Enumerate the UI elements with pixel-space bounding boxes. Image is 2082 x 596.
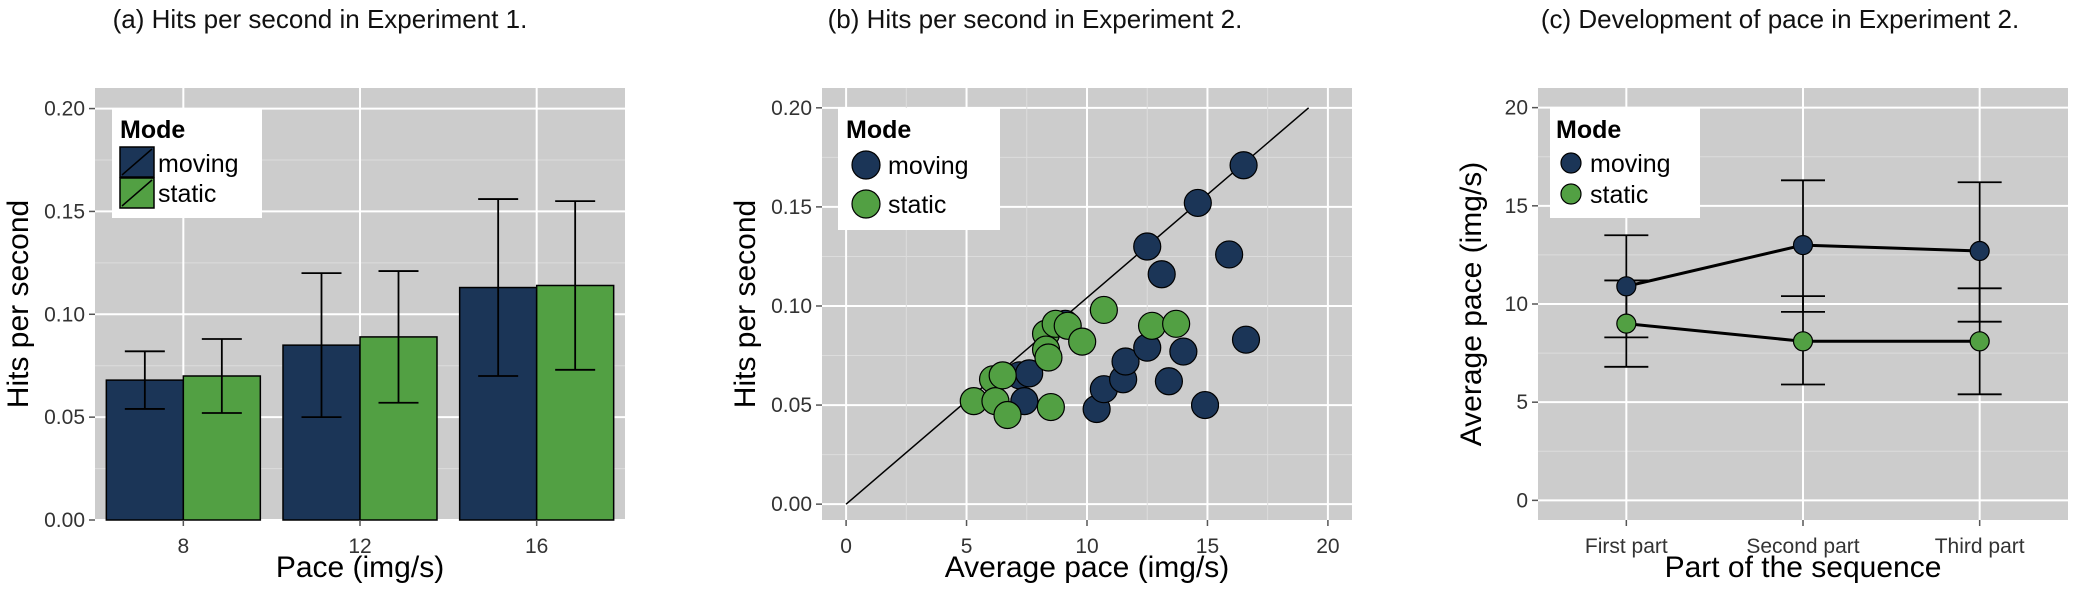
point-static <box>1068 327 1097 356</box>
point-static <box>1162 309 1191 338</box>
point-moving <box>1792 234 1814 256</box>
panel-b-points <box>959 151 1261 430</box>
y-tick-label: 0.20 <box>771 97 812 120</box>
point-static <box>1792 331 1814 352</box>
y-tick-label: 0.15 <box>44 200 85 223</box>
panel-c-legend-key-moving <box>1560 152 1582 174</box>
y-tick-label: 0.05 <box>44 406 85 429</box>
y-tick-label: 0 <box>1516 489 1528 512</box>
panel-b-legend-key-moving <box>851 150 881 180</box>
panel-b-legend: Mode moving static <box>838 108 1000 230</box>
panel-a: (a) Hits per second in Experiment 1. 0.0… <box>2 4 625 584</box>
point-static <box>1969 331 1990 352</box>
y-tick-label: 20 <box>1505 97 1528 120</box>
panel-a-legend: Mode moving static <box>112 108 262 218</box>
x-tick-label: 12 <box>348 535 371 558</box>
point-moving <box>1183 188 1212 218</box>
point-static <box>988 361 1017 390</box>
y-tick-label: 0.05 <box>771 394 812 417</box>
point-static <box>1616 313 1637 334</box>
panel-b-y-axis-label: Hits per second <box>729 200 762 408</box>
x-tick-label: 8 <box>177 535 189 558</box>
panel-b-reference-line <box>845 107 1310 505</box>
point-moving <box>1111 347 1140 376</box>
point-moving <box>1231 325 1261 354</box>
y-tick-label: 5 <box>1516 391 1528 414</box>
panel-c-y-tick-labels: 0 5 10 15 20 <box>1505 97 1538 512</box>
x-tick-label: 15 <box>1196 535 1219 558</box>
panel-a-error-bars <box>124 198 596 419</box>
panel-c-x-axis-label: Part of the sequence <box>1665 551 1942 584</box>
point-moving <box>1616 276 1637 297</box>
panel-c-legend-label-static: static <box>1590 181 1648 209</box>
panel-b-legend-label-static: static <box>888 191 946 219</box>
panel-b-legend-label-moving: moving <box>888 152 969 180</box>
x-tick-label: Second part <box>1746 535 1859 558</box>
panel-c-legend-title: Mode <box>1556 116 1621 144</box>
panel-a-legend-key-moving-slash <box>121 148 153 176</box>
x-tick-label: 16 <box>525 535 548 558</box>
y-tick-label: 15 <box>1505 195 1528 218</box>
point-static <box>1089 295 1118 325</box>
point-static <box>1034 343 1063 372</box>
point-static <box>1036 392 1065 422</box>
point-static <box>1137 311 1167 340</box>
y-tick-label: 10 <box>1505 293 1528 316</box>
panel-a-legend-key-static-slash <box>121 179 153 207</box>
panel-c: (c) Development of pace in Experiment 2.… <box>1455 4 2068 584</box>
panel-a-x-tick-labels: 8 12 16 <box>177 520 548 558</box>
panel-a-y-axis-label: Hits per second <box>2 200 35 408</box>
point-moving <box>1190 390 1220 420</box>
x-tick-label: 5 <box>961 535 973 558</box>
point-moving <box>1147 260 1176 289</box>
y-tick-label: 0.10 <box>44 303 85 326</box>
y-tick-label: 0.10 <box>771 295 812 318</box>
panel-b-x-axis-label: Average pace (img/s) <box>945 551 1230 584</box>
x-tick-label: Third part <box>1935 535 2025 558</box>
y-tick-label: 0.15 <box>771 196 812 219</box>
y-tick-label: 0.00 <box>44 509 85 532</box>
panel-a-x-axis-label: Pace (img/s) <box>276 551 444 584</box>
x-tick-label: 20 <box>1316 535 1339 558</box>
panel-a-legend-label-moving: moving <box>158 150 239 178</box>
panel-a-y-tick-labels: 0.00 0.05 0.10 0.15 0.20 <box>44 98 95 532</box>
y-tick-label: 0.20 <box>44 98 85 121</box>
panel-c-legend-label-moving: moving <box>1590 150 1671 178</box>
panel-a-title: (a) Hits per second in Experiment 1. <box>113 4 528 34</box>
panel-c-y-axis-label: Average pace (img/s) <box>1455 162 1488 447</box>
point-moving <box>1229 151 1258 180</box>
point-static <box>993 400 1022 430</box>
point-moving <box>1169 337 1198 366</box>
point-moving <box>1133 232 1162 261</box>
x-tick-label: 10 <box>1075 535 1098 558</box>
panel-c-points <box>1616 234 1990 352</box>
panel-b-legend-key-static <box>851 189 881 219</box>
point-moving <box>1969 240 1990 262</box>
point-moving <box>1154 367 1184 396</box>
panel-b-x-tick-labels: 0 5 10 15 20 <box>840 520 1340 558</box>
x-tick-label: 0 <box>840 535 852 558</box>
y-tick-label: 0.00 <box>771 493 812 516</box>
panel-a-legend-title: Mode <box>120 116 185 144</box>
panel-c-legend-key-static <box>1560 183 1582 205</box>
panel-b-title: (b) Hits per second in Experiment 2. <box>828 4 1243 34</box>
panel-a-legend-label-static: static <box>158 180 216 208</box>
panel-c-x-tick-labels: First part Second part Third part <box>1585 520 2025 558</box>
panel-c-legend: Mode moving static <box>1550 108 1700 218</box>
point-moving <box>1215 240 1244 269</box>
panel-b-legend-title: Mode <box>846 116 911 144</box>
panel-c-title: (c) Development of pace in Experiment 2. <box>1541 4 2019 34</box>
panel-b: (b) Hits per second in Experiment 2. 0.0… <box>729 4 1352 584</box>
panel-b-y-tick-labels: 0.00 0.05 0.10 0.15 0.20 <box>771 97 822 516</box>
x-tick-label: First part <box>1585 535 1668 558</box>
